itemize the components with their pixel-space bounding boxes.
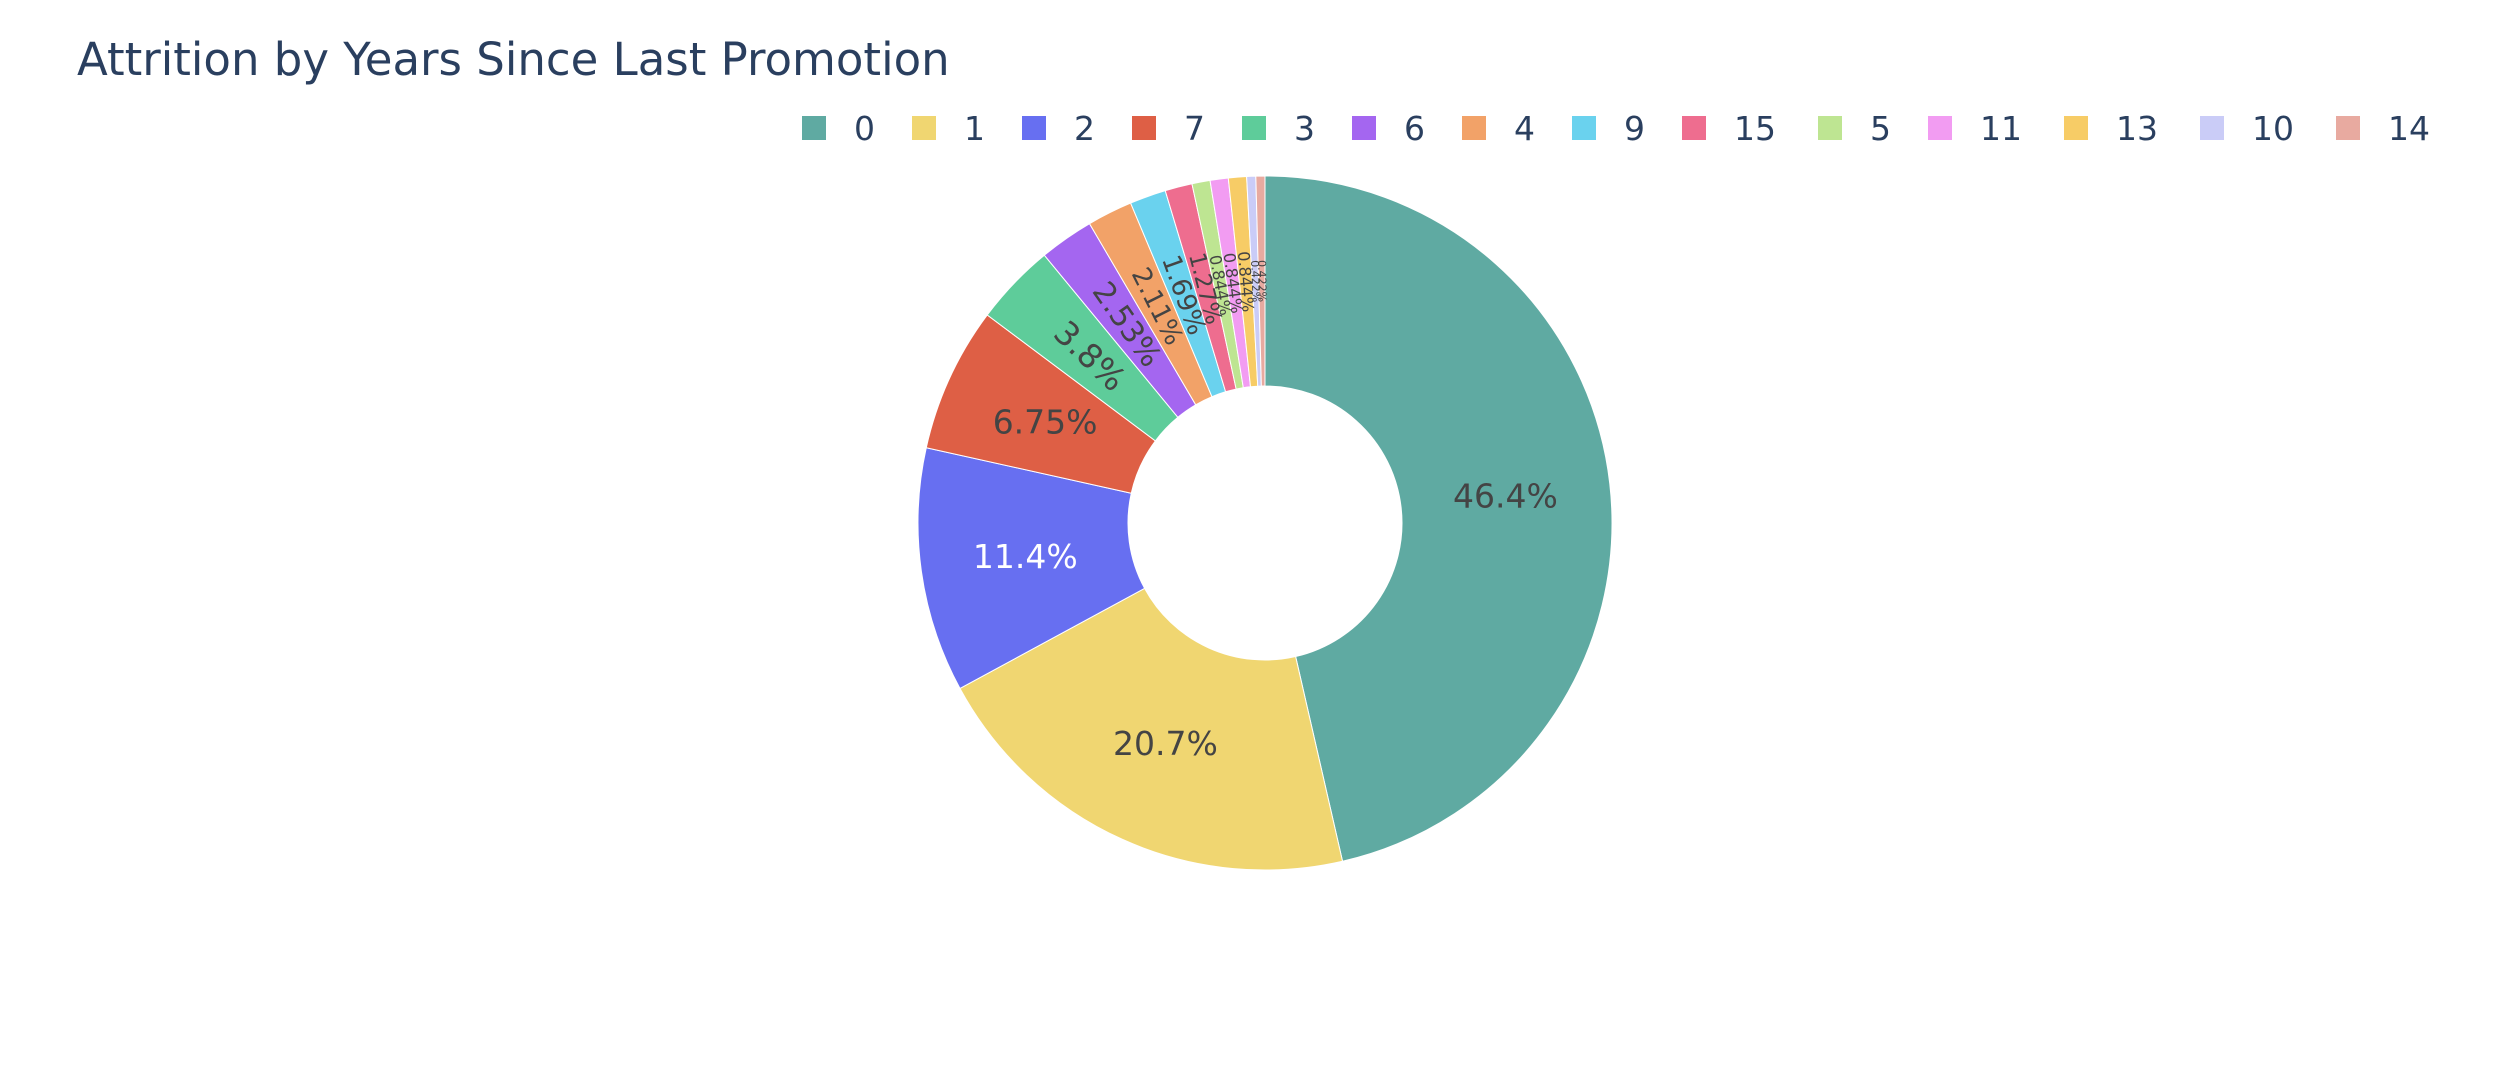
slice-label-0: 46.4% xyxy=(1453,476,1558,515)
slice-label-7: 6.75% xyxy=(993,402,1098,441)
legend-item-14[interactable]: 14 xyxy=(2336,109,2430,148)
legend-label-13: 13 xyxy=(2116,109,2158,148)
legend-item-11[interactable]: 11 xyxy=(1928,109,2022,148)
legend-item-6[interactable]: 6 xyxy=(1352,109,1425,148)
legend-label-9: 9 xyxy=(1624,109,1645,148)
legend-swatch-0 xyxy=(802,116,826,140)
slice-0[interactable] xyxy=(1264,175,1613,862)
legend-item-4[interactable]: 4 xyxy=(1462,109,1535,148)
slice-label-1: 20.7% xyxy=(1113,724,1218,763)
legend-item-3[interactable]: 3 xyxy=(1242,109,1315,148)
legend-swatch-9 xyxy=(1572,116,1596,140)
legend-item-13[interactable]: 13 xyxy=(2064,109,2158,148)
legend-swatch-1 xyxy=(912,116,936,140)
legend-swatch-7 xyxy=(1132,116,1156,140)
slice-2[interactable] xyxy=(917,447,1146,690)
slice-14[interactable] xyxy=(1255,175,1266,387)
legend-swatch-4 xyxy=(1462,116,1486,140)
legend: 0 1 2 7 3 6 4 9 15 5 11 13 10 14 xyxy=(802,109,2430,148)
legend-item-5[interactable]: 5 xyxy=(1818,109,1891,148)
legend-label-5: 5 xyxy=(1870,109,1891,148)
legend-label-1: 1 xyxy=(964,109,985,148)
slice-label-10: 0.422% xyxy=(1248,260,1263,302)
pie-slices xyxy=(917,175,1613,871)
slice-label-13: 0.844% xyxy=(1234,251,1258,313)
legend-swatch-10 xyxy=(2200,116,2224,140)
legend-swatch-6 xyxy=(1352,116,1376,140)
slice-label-2: 11.4% xyxy=(973,537,1078,576)
chart-title: Attrition by Years Since Last Promotion xyxy=(77,33,950,86)
legend-label-6: 6 xyxy=(1404,109,1425,148)
legend-label-10: 10 xyxy=(2252,109,2294,148)
legend-swatch-14 xyxy=(2336,116,2360,140)
legend-label-7: 7 xyxy=(1184,109,1205,148)
legend-swatch-13 xyxy=(2064,116,2088,140)
legend-item-2[interactable]: 2 xyxy=(1022,109,1095,148)
legend-label-14: 14 xyxy=(2388,109,2430,148)
legend-swatch-2 xyxy=(1022,116,1046,140)
legend-item-9[interactable]: 9 xyxy=(1572,109,1645,148)
legend-item-7[interactable]: 7 xyxy=(1132,109,1205,148)
legend-label-15: 15 xyxy=(1734,109,1776,148)
legend-swatch-11 xyxy=(1928,116,1952,140)
legend-item-0[interactable]: 0 xyxy=(802,109,875,148)
legend-swatch-3 xyxy=(1242,116,1266,140)
legend-label-4: 4 xyxy=(1514,109,1535,148)
legend-label-2: 2 xyxy=(1074,109,1095,148)
legend-item-10[interactable]: 10 xyxy=(2200,109,2294,148)
legend-swatch-5 xyxy=(1818,116,1842,140)
legend-swatch-15 xyxy=(1682,116,1706,140)
slice-1[interactable] xyxy=(959,587,1344,871)
legend-label-3: 3 xyxy=(1294,109,1315,148)
legend-label-11: 11 xyxy=(1980,109,2022,148)
legend-item-1[interactable]: 1 xyxy=(912,109,985,148)
legend-label-0: 0 xyxy=(854,109,875,148)
legend-item-15[interactable]: 15 xyxy=(1682,109,1776,148)
slice-label-14: 0.422% xyxy=(1255,260,1269,302)
